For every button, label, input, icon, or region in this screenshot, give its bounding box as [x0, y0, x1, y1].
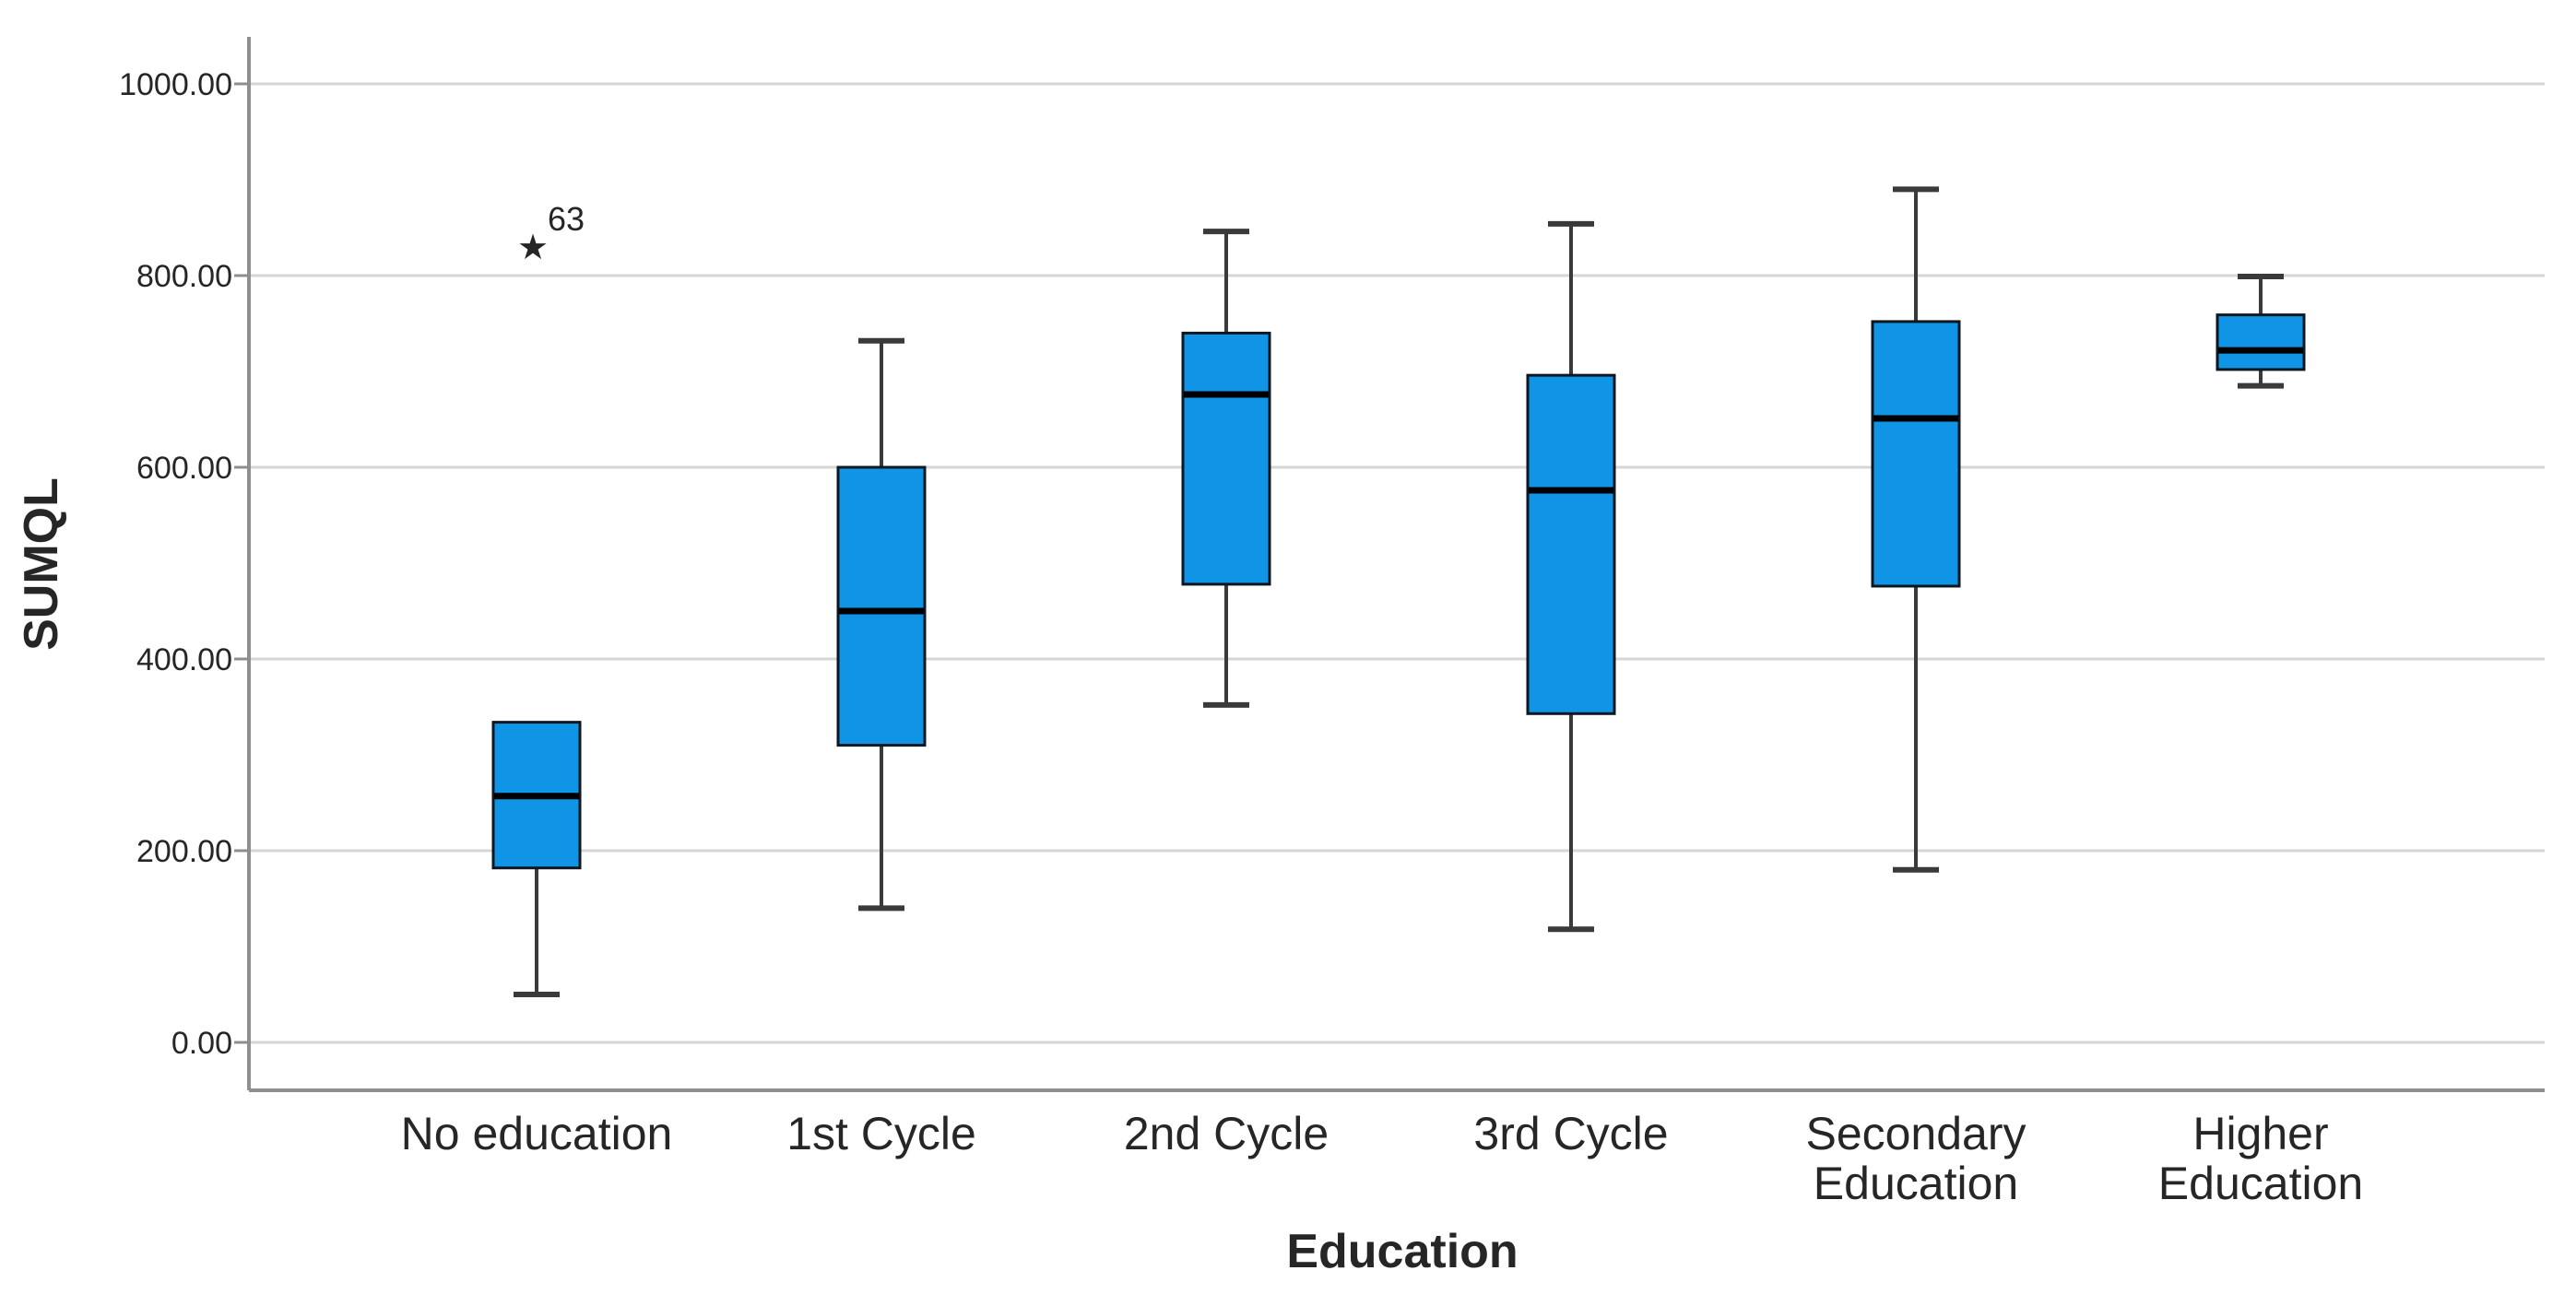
boxplot-1st-cycle: [836, 337, 927, 912]
y-tick-label: 0.00: [171, 1026, 232, 1061]
x-category-label: 1st Cycle: [786, 1108, 976, 1159]
x-axis-title: Education: [1286, 1225, 1518, 1278]
y-tick-label: 200.00: [136, 834, 232, 869]
gridlines: [234, 82, 2545, 1044]
extreme-outlier-marker: ★: [517, 229, 549, 267]
iqr-box: [1181, 331, 1271, 586]
x-category-labels: No education 1st Cycle 2nd Cycle 3rd Cycle S…: [401, 1108, 2364, 1209]
outlier-case-label: 63: [548, 200, 585, 238]
boxplot-3rd-cycle: [1526, 220, 1616, 933]
boxplot-no-education: ★63: [491, 200, 585, 997]
y-axis-title: SUMQL: [15, 477, 68, 651]
boxplot-higher-education: [2216, 274, 2306, 389]
iqr-box: [2216, 313, 2306, 371]
x-category-label: Education: [1814, 1158, 2018, 1209]
boxplot-2nd-cycle: [1181, 229, 1271, 708]
x-category-label: Higher: [2192, 1108, 2328, 1159]
y-tick-label: 800.00: [136, 259, 232, 294]
x-category-label: Secondary: [1805, 1108, 2026, 1159]
y-tick-label: 1000.00: [119, 67, 232, 102]
x-category-label: 3rd Cycle: [1473, 1108, 1668, 1159]
iqr-box: [836, 465, 927, 747]
y-tick-label: 600.00: [136, 451, 232, 486]
y-tick-labels: 0.00 200.00 400.00 600.00 800.00 1000.00: [119, 67, 232, 1061]
iqr-box: [1526, 373, 1616, 715]
x-category-label: Education: [2158, 1158, 2363, 1209]
axis-lines: [247, 37, 2545, 1092]
box-whisker-marks: ★63: [491, 186, 2306, 997]
boxplot-secondary-education: [1871, 186, 1961, 873]
y-tick-label: 400.00: [136, 642, 232, 677]
iqr-box: [1871, 320, 1961, 588]
x-category-label: 2nd Cycle: [1124, 1108, 1329, 1159]
x-category-label: No education: [401, 1108, 673, 1159]
